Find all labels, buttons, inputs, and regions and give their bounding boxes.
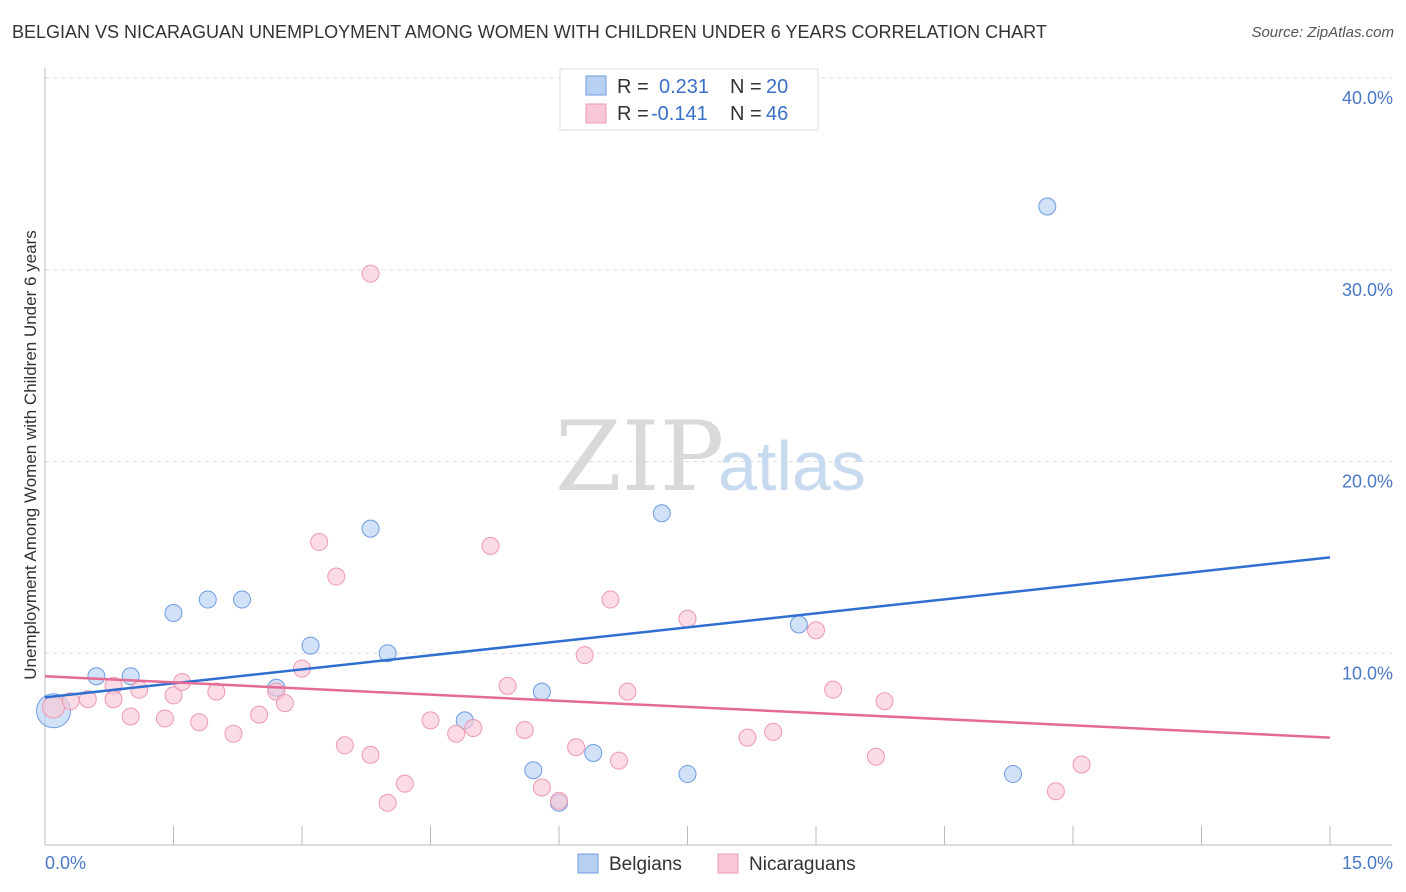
belgian-point bbox=[584, 743, 603, 762]
legend-swatch-belgians bbox=[585, 75, 607, 96]
nicaraguan-point bbox=[498, 676, 517, 695]
belgian-point bbox=[361, 519, 380, 538]
nicaraguan-point bbox=[378, 793, 397, 812]
belgian-point bbox=[678, 765, 697, 784]
nicaraguan-point bbox=[310, 533, 329, 552]
belgian-point bbox=[1038, 197, 1057, 216]
grid-lines bbox=[45, 77, 1392, 654]
correlation-legend: R = 0.231 N = 20 R = -0.141 N = 46 bbox=[559, 68, 819, 131]
legend-n-value-belgians: 20 bbox=[766, 76, 788, 98]
legend-swatch-nicaraguans bbox=[585, 103, 607, 124]
belgian-point bbox=[87, 667, 106, 686]
y-tick-label: 30.0% bbox=[1342, 280, 1393, 300]
nicaraguan-point bbox=[875, 692, 894, 711]
nicaraguan-point bbox=[155, 709, 174, 728]
series-legend: Belgians Nicaraguans bbox=[577, 853, 856, 875]
nicaraguan-point bbox=[1072, 755, 1091, 774]
nicaraguan-point bbox=[464, 719, 483, 738]
belgian-point bbox=[198, 590, 217, 609]
belgian-point bbox=[233, 590, 252, 609]
watermark-atlas: atlas bbox=[718, 427, 866, 505]
chart-title: BELGIAN VS NICARAGUAN UNEMPLOYMENT AMONG… bbox=[12, 22, 1047, 42]
source-credit: Source: ZipAtlas.com bbox=[1251, 24, 1394, 41]
nicaraguan-point bbox=[550, 791, 568, 810]
nicaraguan-point bbox=[1046, 782, 1065, 801]
nicaraguan-trend-line bbox=[44, 675, 1331, 739]
nicaraguan-point bbox=[361, 264, 380, 283]
y-axis-label: Unemployment Among Women with Children U… bbox=[21, 230, 40, 679]
y-tick-label: 40.0% bbox=[1342, 88, 1393, 108]
nicaraguan-point bbox=[678, 609, 697, 628]
nicaraguan-point bbox=[190, 713, 209, 732]
nicaraguan-point bbox=[164, 686, 183, 705]
legend-r-label-belgians: R = bbox=[617, 76, 649, 98]
nicaraguan-point bbox=[207, 682, 226, 701]
nicaraguan-point bbox=[807, 621, 825, 640]
x-tick-label: 15.0% bbox=[1342, 853, 1393, 873]
legend-n-label-nicaraguans: N = bbox=[730, 103, 762, 125]
nicaraguan-point bbox=[575, 646, 594, 665]
belgian-trend-line bbox=[44, 556, 1331, 699]
nicaraguan-point bbox=[121, 707, 140, 726]
nicaraguan-point bbox=[764, 722, 783, 741]
series-label-belgians: Belgians bbox=[609, 854, 682, 875]
legend-r-label-nicaraguans: R = bbox=[617, 103, 649, 125]
nicaraguan-point bbox=[532, 778, 551, 797]
nicaraguan-point bbox=[601, 590, 620, 609]
nicaraguan-point bbox=[824, 680, 843, 699]
belgian-point bbox=[164, 603, 183, 622]
nicaraguan-point bbox=[224, 724, 243, 743]
belgian-point bbox=[789, 615, 808, 634]
nicaraguan-point bbox=[567, 738, 586, 757]
nicaraguan-point bbox=[78, 690, 97, 709]
nicaraguan-point bbox=[618, 682, 637, 701]
y-tick-label: 20.0% bbox=[1342, 472, 1393, 492]
watermark-zip: ZIP bbox=[555, 401, 724, 513]
nicaraguan-point bbox=[481, 536, 500, 555]
nicaraguan-point bbox=[609, 751, 628, 770]
legend-n-label-belgians: N = bbox=[730, 76, 762, 98]
trend-lines bbox=[44, 556, 1331, 739]
legend-r-value-belgians: 0.231 bbox=[659, 76, 709, 98]
nicaraguan-point bbox=[361, 745, 380, 764]
legend-r-value-nicaraguans: -0.141 bbox=[651, 103, 708, 125]
watermark: ZIP atlas bbox=[555, 401, 866, 513]
nicaraguan-point bbox=[421, 711, 440, 730]
belgian-point bbox=[652, 504, 671, 523]
nicaraguan-point bbox=[250, 705, 269, 724]
nicaraguan-point bbox=[447, 724, 466, 743]
nicaraguan-point bbox=[866, 747, 885, 766]
belgian-point bbox=[524, 761, 543, 780]
x-tick-label: 0.0% bbox=[45, 853, 86, 873]
series-swatch-belgians bbox=[577, 853, 599, 874]
belgian-point bbox=[532, 682, 551, 701]
y-tick-label: 10.0% bbox=[1342, 663, 1393, 683]
series-label-nicaraguans: Nicaraguans bbox=[749, 854, 856, 875]
nicaraguan-point bbox=[104, 690, 123, 709]
axes bbox=[44, 68, 1392, 846]
nicaraguan-point bbox=[130, 680, 149, 699]
legend-n-value-nicaraguans: 46 bbox=[766, 103, 788, 125]
nicaraguan-point bbox=[738, 728, 757, 747]
nicaraguan-point bbox=[327, 567, 346, 586]
series-swatch-nicaraguans bbox=[717, 853, 739, 874]
belgian-point bbox=[1004, 765, 1023, 784]
nicaraguan-point bbox=[42, 695, 66, 719]
belgian-point bbox=[378, 644, 397, 663]
tick-labels: 10.0% 20.0% 30.0% 40.0% 0.0% 15.0% bbox=[45, 88, 1393, 873]
data-points bbox=[36, 197, 1091, 812]
belgian-point bbox=[301, 636, 320, 655]
nicaraguan-point bbox=[395, 774, 414, 793]
nicaraguan-point bbox=[275, 694, 294, 713]
nicaraguan-point bbox=[335, 736, 354, 755]
nicaraguan-point bbox=[515, 720, 534, 739]
